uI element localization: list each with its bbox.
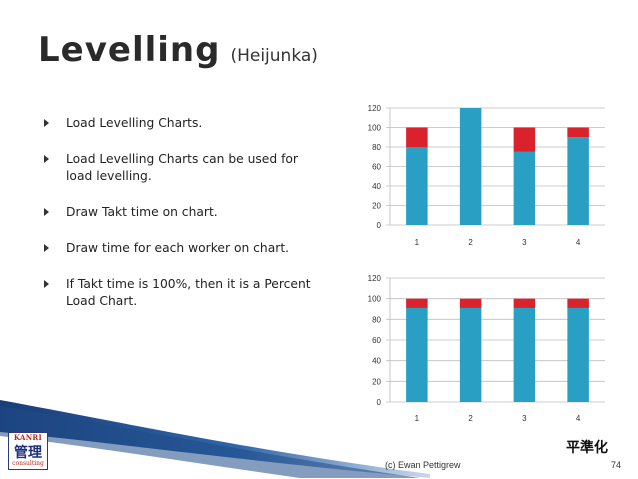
x-tick-label: 3: [522, 414, 527, 423]
x-tick-label: 4: [576, 414, 581, 423]
bar-overload: [406, 298, 428, 308]
bullet-item: Load Levelling Charts.: [44, 115, 314, 132]
bar-load: [513, 151, 536, 225]
bullet-arrow-icon: [44, 155, 49, 163]
y-tick-label: 100: [368, 124, 382, 133]
bullet-list: Load Levelling Charts. Load Levelling Ch…: [44, 115, 314, 310]
bullet-text: Draw Takt time on chart.: [66, 205, 218, 219]
bar-load: [406, 147, 428, 225]
bar-load: [567, 137, 589, 225]
y-tick-label: 100: [368, 295, 382, 304]
y-tick-label: 0: [377, 398, 382, 407]
bar-overload: [406, 127, 428, 147]
company-logo: KANRI 管理 consulting: [8, 432, 48, 470]
y-tick-label: 0: [377, 221, 382, 230]
x-tick-label: 2: [468, 238, 473, 247]
slide-title: Levelling (Heijunka): [38, 30, 318, 70]
x-tick-label: 2: [468, 414, 473, 423]
load-chart-bottom: 0 20 40 60 80 100 120 1 2 3 4: [368, 274, 605, 423]
y-tick-label: 80: [372, 143, 381, 152]
load-chart-top: 0 20 40 60 80 100 120 1 2 3 4: [368, 104, 605, 247]
x-tick-label: 1: [415, 238, 420, 247]
bullet-item: If Takt time is 100%, then it is a Perce…: [44, 276, 314, 310]
y-tick-label: 20: [372, 377, 381, 386]
bullet-text: If Takt time is 100%, then it is a Perce…: [66, 277, 311, 308]
title-subtitle: (Heijunka): [230, 46, 318, 66]
kanji-label: 平準化: [566, 440, 608, 456]
bullet-arrow-icon: [44, 119, 49, 127]
bar-load: [406, 307, 428, 402]
title-main: Levelling: [38, 30, 221, 70]
x-tick-label: 1: [415, 414, 420, 423]
y-tick-label: 80: [372, 315, 381, 324]
bar-overload: [567, 127, 589, 138]
y-tick-label: 40: [372, 182, 381, 191]
y-tick-label: 60: [372, 163, 381, 172]
bullet-text: Load Levelling Charts.: [66, 116, 203, 130]
bar-overload: [513, 298, 536, 308]
bullet-text: Draw time for each worker on chart.: [66, 241, 290, 255]
decorative-swoosh: [0, 400, 430, 478]
logo-line3: consulting: [12, 460, 44, 467]
y-tick-label: 60: [372, 336, 381, 345]
bullet-arrow-icon: [44, 280, 49, 288]
credit-text: (c) Ewan Pettigrew: [385, 460, 461, 470]
page-number: 74: [611, 460, 622, 470]
bullet-arrow-icon: [44, 208, 49, 216]
bullet-text: Load Levelling Charts can be used for lo…: [66, 152, 298, 183]
bullet-item: Draw time for each worker on chart.: [44, 240, 314, 257]
bar-overload: [513, 127, 536, 152]
y-tick-label: 40: [372, 357, 381, 366]
bar-load: [459, 108, 482, 225]
bar-load: [567, 307, 589, 402]
bullet-item: Load Levelling Charts can be used for lo…: [44, 151, 314, 185]
bar-load: [459, 307, 482, 402]
y-tick-label: 120: [368, 274, 382, 283]
bar-load: [513, 307, 536, 402]
bullet-arrow-icon: [44, 244, 49, 252]
logo-line2: 管理: [14, 445, 42, 461]
x-tick-label: 4: [576, 238, 581, 247]
x-tick-label: 3: [522, 238, 527, 247]
y-tick-label: 20: [372, 202, 381, 211]
bar-overload: [567, 298, 589, 308]
bullet-item: Draw Takt time on chart.: [44, 204, 314, 221]
bar-overload: [459, 298, 482, 308]
y-tick-label: 120: [368, 104, 382, 113]
logo-line1: KANRI: [13, 433, 43, 442]
